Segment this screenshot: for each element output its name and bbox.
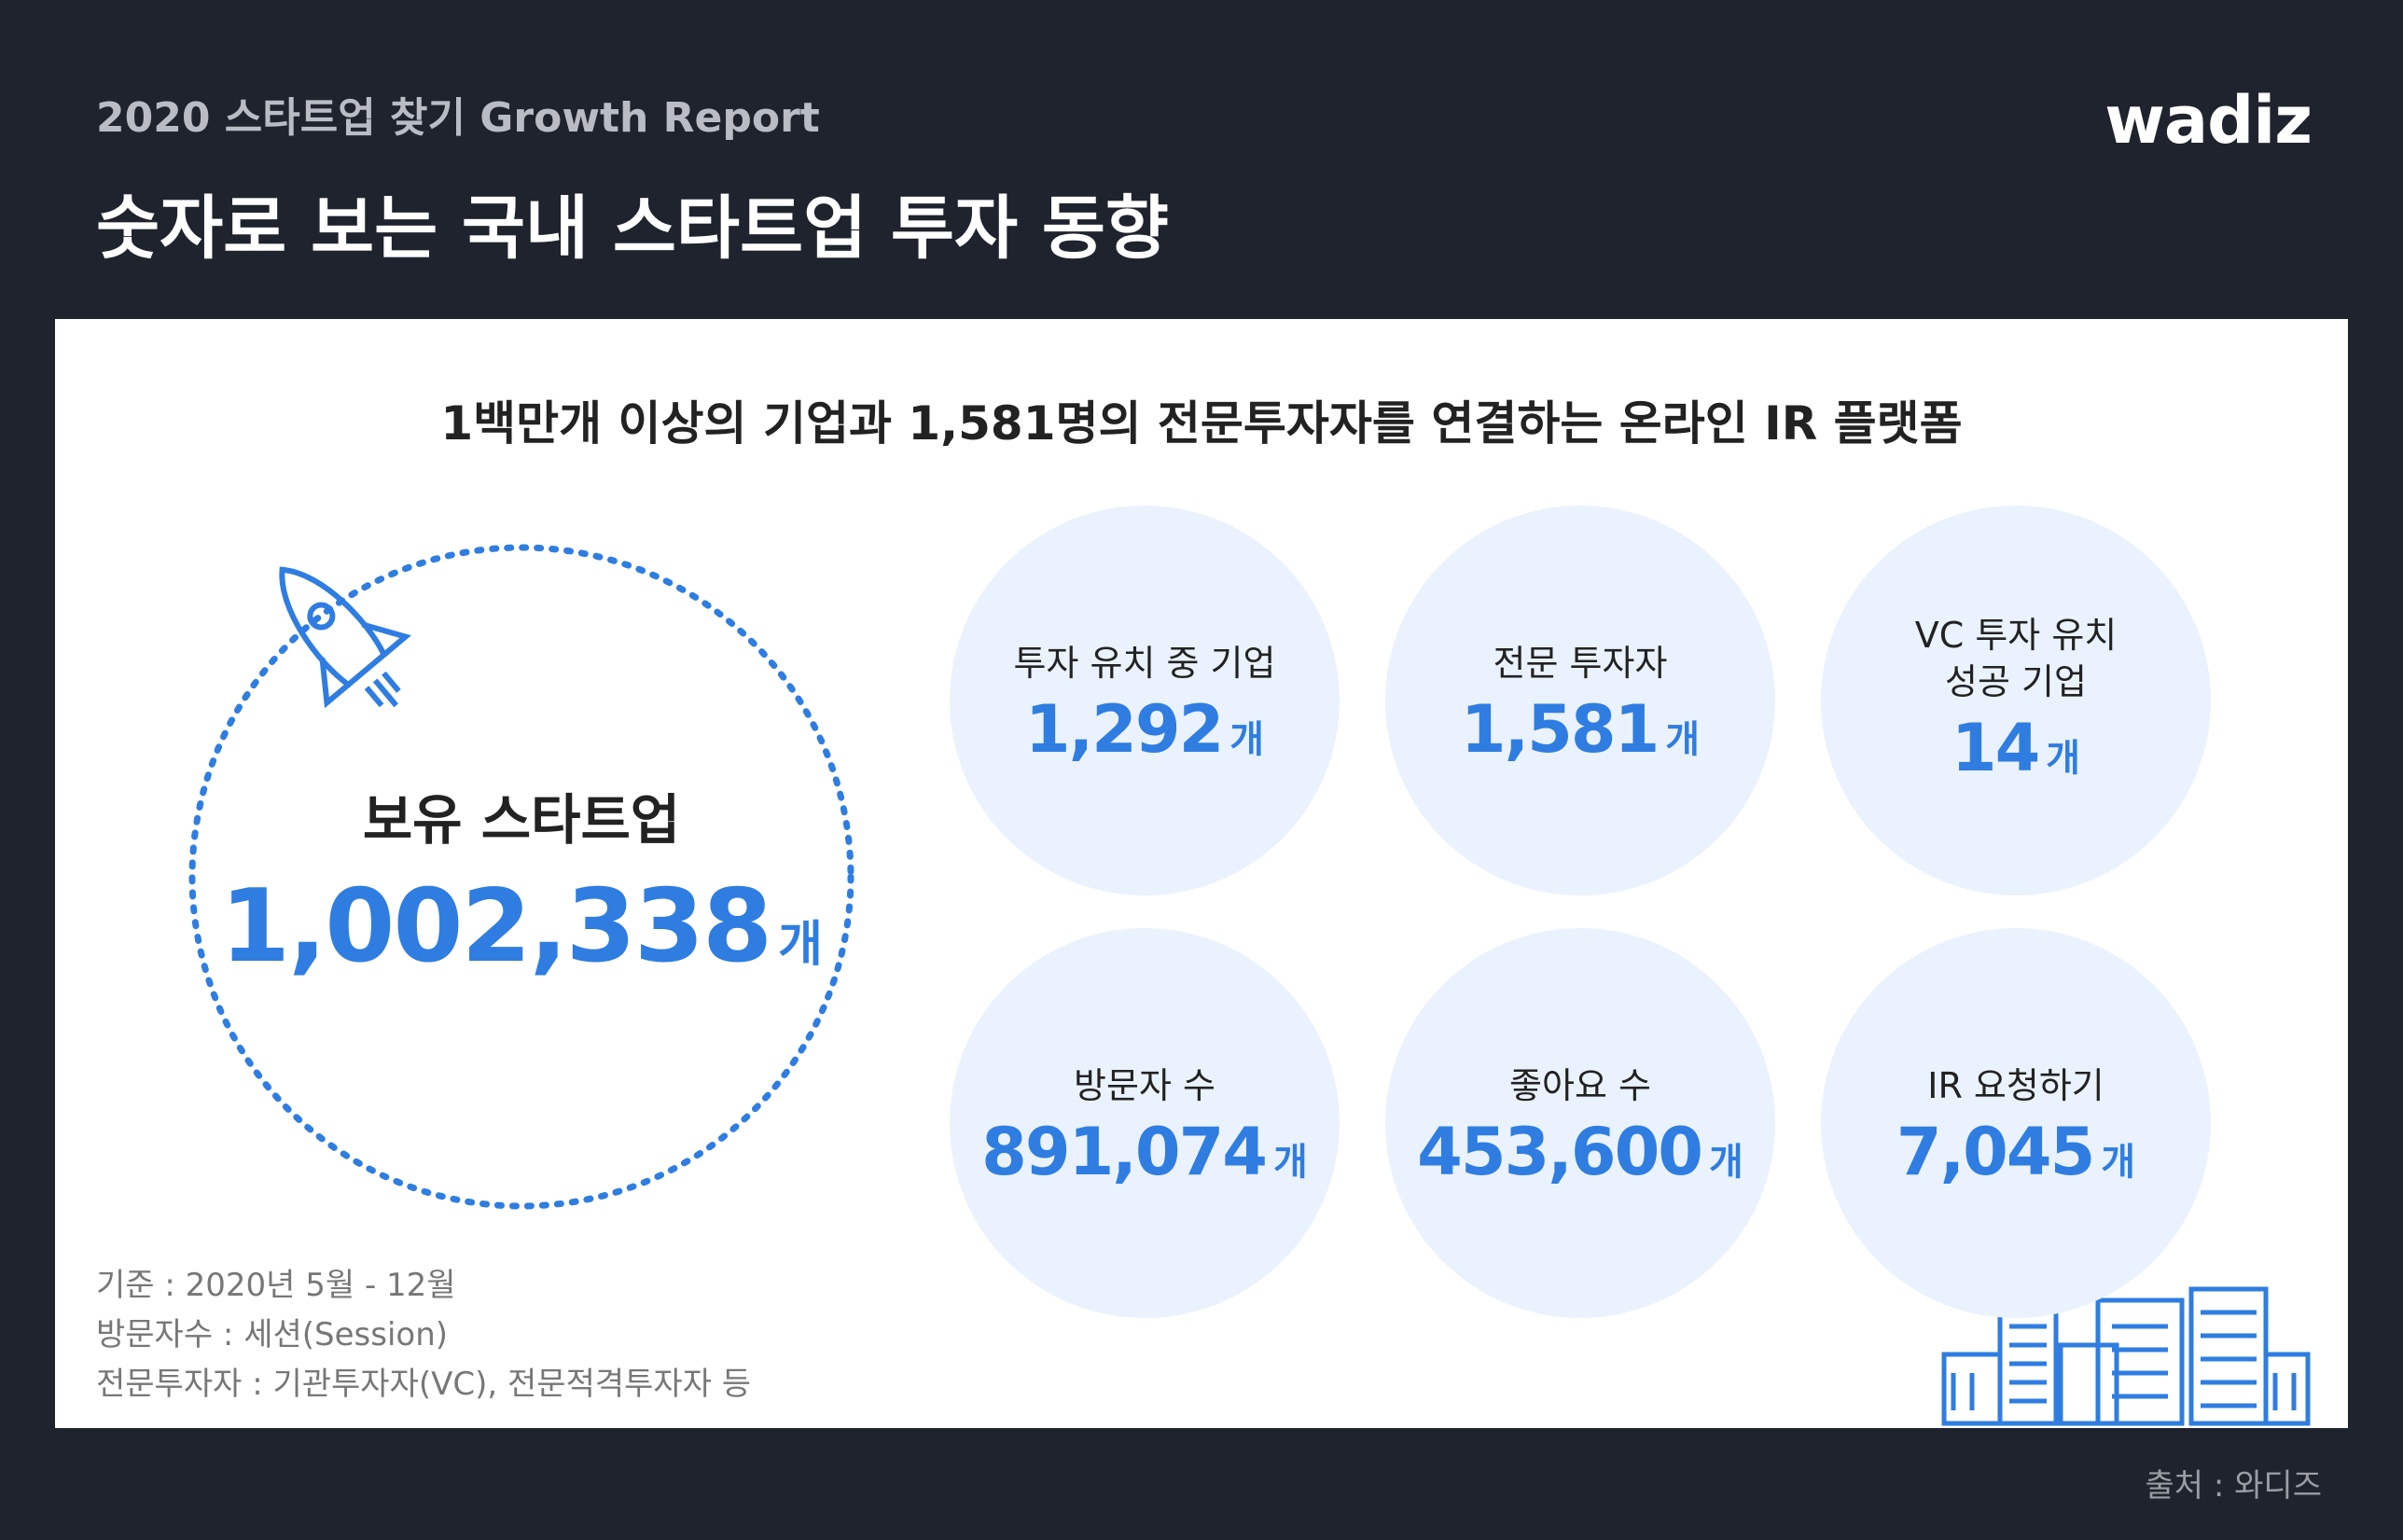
dotted-circle — [188, 544, 854, 1210]
stat-unit: 개 — [2046, 737, 2081, 780]
main-stat: 1,002,338 개 — [148, 851, 895, 985]
logo: wadiz — [2104, 82, 2313, 159]
stat-label: VC 투자 유치 성공 기업 — [1914, 615, 2118, 702]
stat-circle — [950, 928, 1340, 1318]
stat-value: 14 — [1951, 710, 2040, 786]
note: 전문투자자 : 기관투자자(VC), 전문적격투자자 등 — [96, 1366, 752, 1403]
stat-value: 7,045 — [1896, 1114, 2095, 1190]
stat: 14 개 — [1821, 710, 2211, 786]
stat-circle — [1385, 506, 1775, 895]
stat-value: 891,074 — [981, 1114, 1268, 1190]
stat-unit: 개 — [1229, 718, 1265, 761]
stat-label: 투자 유치 중 기업 — [1013, 643, 1276, 684]
stat-circle — [1385, 928, 1775, 1318]
note: 방문자수 : 세션(Session) — [96, 1316, 449, 1353]
stat-unit: 개 — [1273, 1141, 1308, 1184]
stat: 7,045 개 — [1821, 1114, 2211, 1190]
stat-unit: 개 — [2101, 1141, 2136, 1184]
stat-value: 1,292 — [1024, 691, 1224, 768]
report-subtitle: 2020 스타트업 찾기 Growth Report — [96, 94, 820, 142]
note: 기준 : 2020년 5월 - 12월 — [96, 1267, 456, 1304]
main-stat-unit: 개 — [778, 917, 823, 973]
report-title: 숫자로 보는 국내 스타트업 투자 동향 — [96, 188, 1170, 269]
stat-circle — [950, 506, 1340, 895]
stat-value: 453,600 — [1417, 1114, 1703, 1190]
stat-label: 방문자 수 — [1074, 1065, 1215, 1106]
stat: 453,600 개 — [1385, 1114, 1775, 1190]
headline: 1백만개 이상의 기업과 1,581명의 전문투자자를 연결하는 온라인 IR … — [440, 396, 1963, 451]
stat-unit: 개 — [1665, 718, 1701, 761]
source: 출처 : 와디즈 — [2145, 1467, 2322, 1505]
rocket-icon — [279, 566, 411, 709]
main-stat-value: 1,002,338 — [220, 868, 772, 985]
stat-label: 좋아요 수 — [1509, 1065, 1651, 1106]
stat-value: 1,581 — [1460, 691, 1660, 768]
stat-circle — [1821, 928, 2211, 1318]
stat: 1,292 개 — [950, 691, 1340, 768]
content-card: 1백만개 이상의 기업과 1,581명의 전문투자자를 연결하는 온라인 IR … — [55, 319, 2348, 1428]
stat-label: 전문 투자자 — [1493, 643, 1668, 684]
stat-circle — [1821, 506, 2211, 895]
stat: 1,581 개 — [1385, 691, 1775, 768]
stat: 891,074 개 — [950, 1114, 1340, 1190]
main-stat-label: 보유 스타트업 — [362, 788, 681, 852]
stat-unit: 개 — [1709, 1141, 1743, 1184]
stat-label: IR 요청하기 — [1927, 1065, 2104, 1106]
